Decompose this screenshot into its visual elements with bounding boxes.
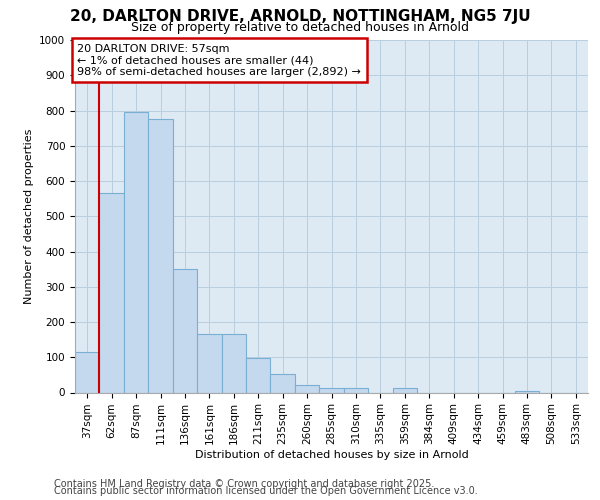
Text: Size of property relative to detached houses in Arnold: Size of property relative to detached ho… <box>131 22 469 35</box>
X-axis label: Distribution of detached houses by size in Arnold: Distribution of detached houses by size … <box>194 450 469 460</box>
Bar <box>75 352 100 393</box>
Text: Contains public sector information licensed under the Open Government Licence v3: Contains public sector information licen… <box>54 486 478 496</box>
Text: Contains HM Land Registry data © Crown copyright and database right 2025.: Contains HM Land Registry data © Crown c… <box>54 479 434 489</box>
Text: 20 DARLTON DRIVE: 57sqm
← 1% of detached houses are smaller (44)
98% of semi-det: 20 DARLTON DRIVE: 57sqm ← 1% of detached… <box>77 44 361 76</box>
Bar <box>319 388 344 392</box>
Bar <box>271 374 295 392</box>
Bar <box>124 112 148 392</box>
Text: 20, DARLTON DRIVE, ARNOLD, NOTTINGHAM, NG5 7JU: 20, DARLTON DRIVE, ARNOLD, NOTTINGHAM, N… <box>70 9 530 24</box>
Bar <box>148 120 173 392</box>
Bar <box>344 388 368 392</box>
Bar <box>100 194 124 392</box>
Bar <box>197 334 221 392</box>
Bar <box>246 358 271 392</box>
Bar <box>392 388 417 392</box>
Bar <box>515 390 539 392</box>
Bar <box>173 269 197 392</box>
Bar <box>295 386 319 392</box>
Y-axis label: Number of detached properties: Number of detached properties <box>23 128 34 304</box>
Bar <box>221 334 246 392</box>
